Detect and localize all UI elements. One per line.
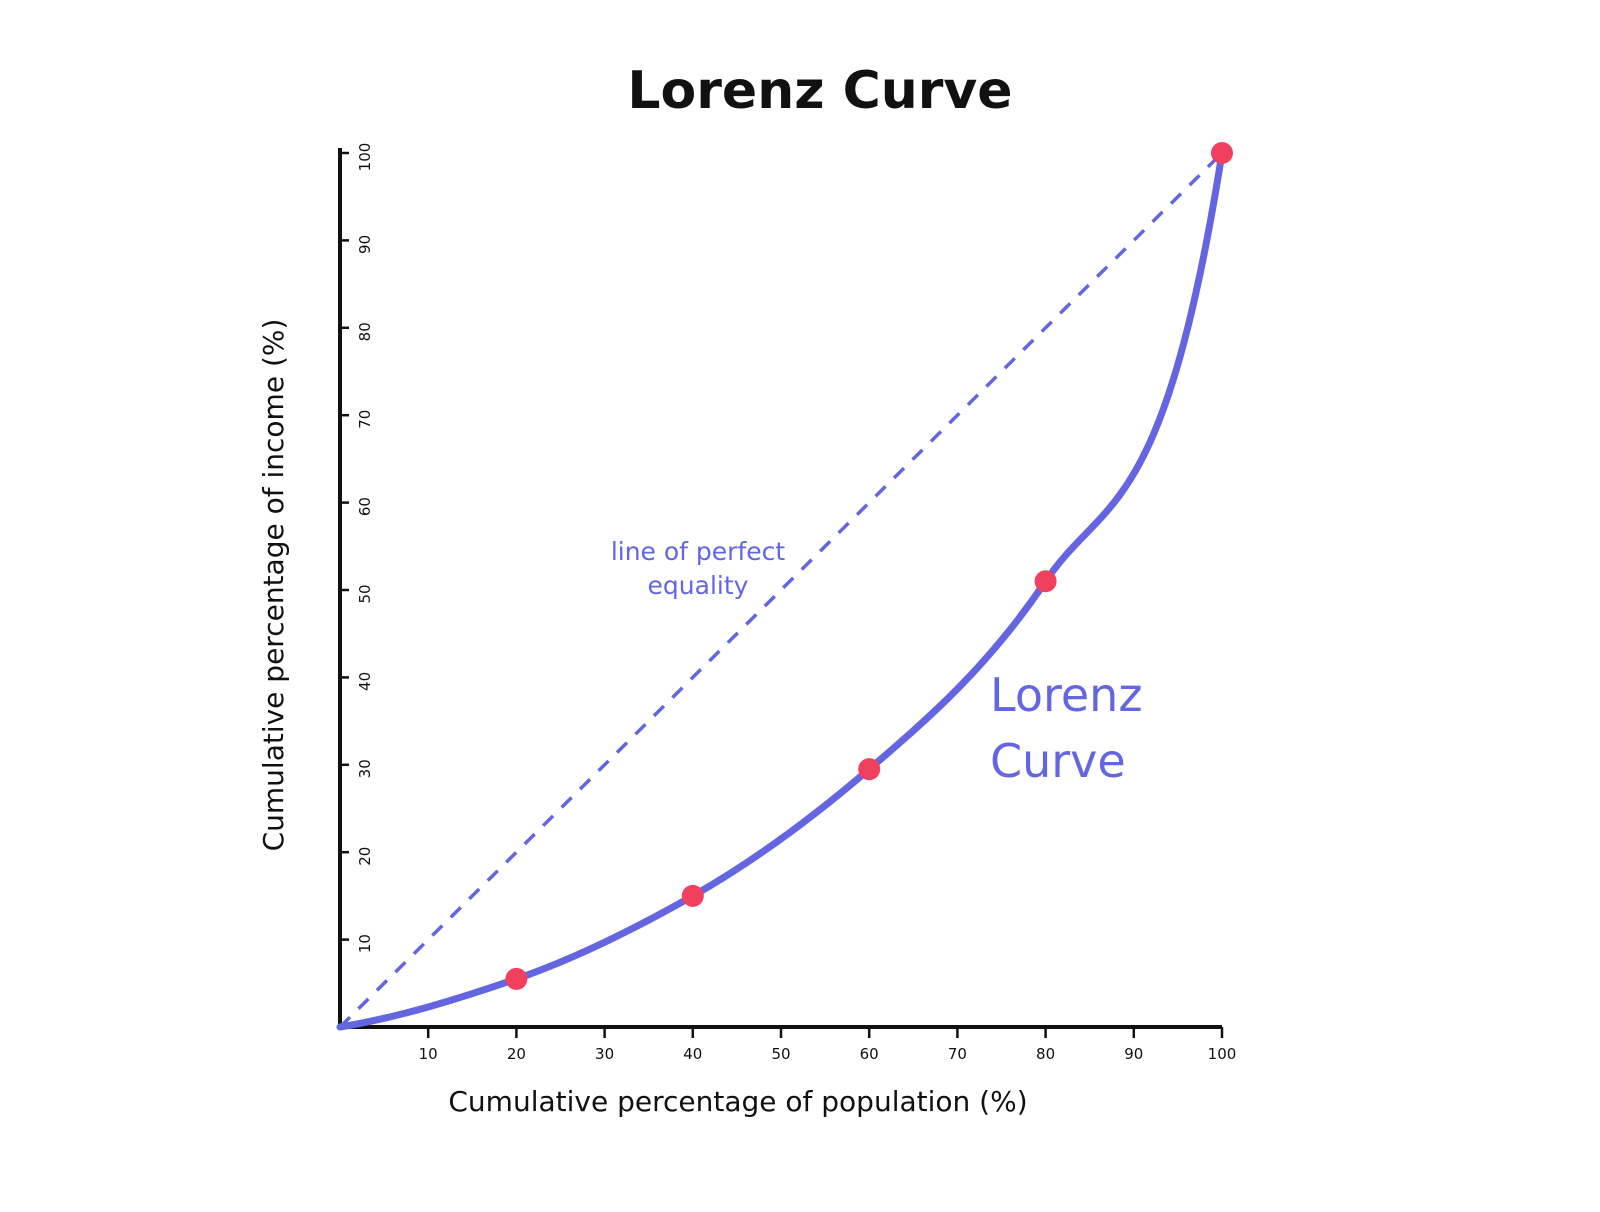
x-tick-label: 20	[507, 1045, 526, 1063]
data-point	[505, 967, 528, 990]
data-point	[1211, 142, 1233, 164]
x-tick-label: 100	[1208, 1045, 1237, 1063]
y-tick-label: 40	[356, 672, 374, 691]
y-tick-label: 80	[356, 322, 374, 341]
x-tick-label: 60	[860, 1045, 879, 1063]
x-axis-label: Cumulative percentage of population (%)	[448, 1085, 1027, 1118]
y-tick-label: 100	[356, 143, 374, 172]
x-tick-label: 30	[595, 1045, 614, 1063]
chart-title: Lorenz Curve	[627, 61, 1012, 121]
y-axis-label: Cumulative percentage of income (%)	[257, 319, 290, 852]
equality-annotation: line of perfect equality	[611, 537, 786, 600]
y-tick-label: 70	[356, 410, 374, 429]
lorenz-curve-annotation: Lorenz Curve	[990, 668, 1142, 788]
data-point	[858, 758, 881, 781]
y-tick-label: 10	[356, 934, 374, 953]
x-tick-label: 50	[771, 1045, 790, 1063]
annotation-line: Curve	[990, 734, 1126, 788]
x-tick-label: 80	[1036, 1045, 1055, 1063]
x-tick-label: 10	[419, 1045, 438, 1063]
data-point	[681, 884, 704, 907]
y-tick-label: 90	[356, 235, 374, 254]
x-tick-label: 70	[948, 1045, 967, 1063]
annotation-line: equality	[648, 571, 749, 600]
y-tick-label: 50	[356, 584, 374, 603]
x-ticks: 10 20 30 40 50 60 70 80 90 100	[419, 1027, 1237, 1063]
x-tick-label: 40	[683, 1045, 702, 1063]
x-tick-label: 90	[1124, 1045, 1143, 1063]
data-point	[1034, 570, 1057, 593]
y-tick-label: 60	[356, 497, 374, 516]
y-ticks: 10 20 30 40 50 60 70 80 90 100	[339, 143, 374, 953]
annotation-line: line of perfect	[611, 537, 786, 566]
y-tick-label: 20	[356, 847, 374, 866]
y-tick-label: 30	[356, 759, 374, 778]
lorenz-points	[505, 142, 1233, 990]
annotation-line: Lorenz	[990, 668, 1142, 722]
